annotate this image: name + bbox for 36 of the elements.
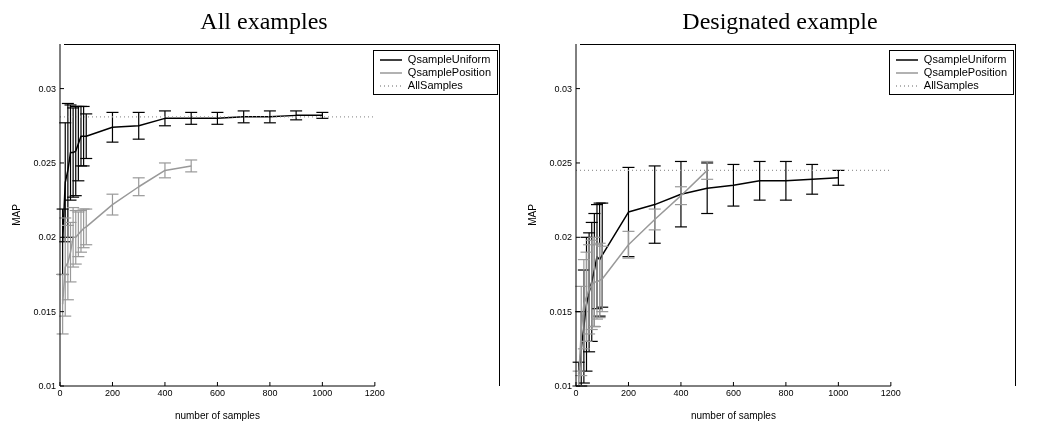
y-tick-label: 0.015 <box>33 306 56 317</box>
x-tick-label: 200 <box>620 388 636 399</box>
legend-label: QsampleUniform <box>407 53 491 66</box>
y-axis-title: MAP <box>10 203 22 226</box>
y-tick-label: 0.01 <box>554 381 572 392</box>
x-tick-label: 800 <box>778 388 794 399</box>
y-tick-label: 0.03 <box>38 83 56 94</box>
x-axis-title: number of samples <box>174 410 260 422</box>
legend-label: AllSamples <box>923 79 979 92</box>
x-axis-title: number of samples <box>690 410 776 422</box>
legend-label: AllSamples <box>407 79 463 92</box>
x-tick-label: 1000 <box>828 388 849 399</box>
chart-title: All examples <box>199 8 329 36</box>
legend-label: QsampleUniform <box>923 53 1007 66</box>
x-tick-label: 600 <box>209 388 225 399</box>
y-tick-label: 0.025 <box>33 158 56 169</box>
x-tick-label: 800 <box>262 388 278 399</box>
y-tick-label: 0.02 <box>554 232 572 243</box>
x-tick-label: 0 <box>57 388 63 399</box>
x-tick-label: 600 <box>725 388 741 399</box>
y-tick-label: 0.01 <box>38 381 56 392</box>
x-tick-label: 1200 <box>880 388 901 399</box>
y-tick-label: 0.03 <box>554 83 572 94</box>
x-tick-label: 400 <box>673 388 689 399</box>
y-tick-label: 0.02 <box>38 232 56 243</box>
x-tick-label: 400 <box>157 388 173 399</box>
y-axis-title: MAP <box>526 203 538 226</box>
legend-label: QsamplePosition <box>923 66 1007 79</box>
x-tick-label: 0 <box>573 388 579 399</box>
y-tick-label: 0.025 <box>549 158 572 169</box>
chart-title: Designated example <box>681 8 879 36</box>
x-tick-label: 1200 <box>364 388 385 399</box>
legend-label: QsamplePosition <box>407 66 491 79</box>
x-tick-label: 200 <box>104 388 120 399</box>
x-tick-label: 1000 <box>312 388 333 399</box>
y-tick-label: 0.015 <box>549 306 572 317</box>
